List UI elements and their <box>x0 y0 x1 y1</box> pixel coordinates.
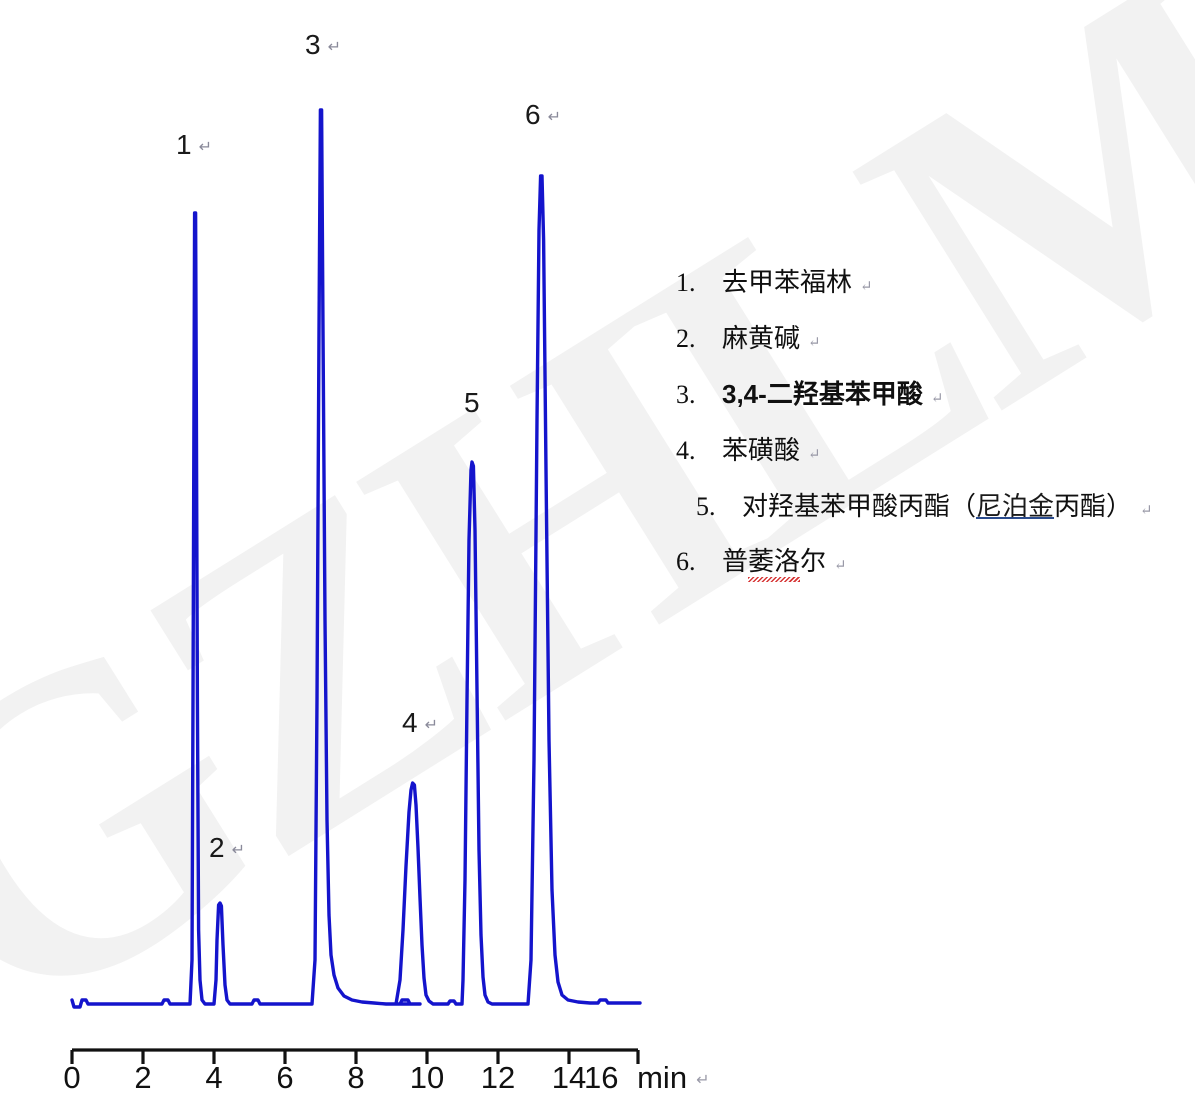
pilcrow-icon: ↵ <box>808 446 821 463</box>
x-tick-label-6: 6 <box>276 1060 294 1095</box>
legend-item-5-part-b[interactable]: 尼泊金 <box>976 491 1055 521</box>
peak-label-4: 4 ↵ <box>402 709 438 737</box>
legend-item-5-number: 5. <box>696 491 716 521</box>
pilcrow-icon: ↵ <box>327 39 341 56</box>
legend-item-2-number: 2. <box>676 323 696 353</box>
legend-item-4-label: 苯磺酸 <box>722 435 801 465</box>
x-tick-label-4: 4 <box>205 1060 223 1095</box>
legend-item-3-prefix: 3,4- <box>722 378 767 409</box>
x-tick-label-16: 16 <box>584 1060 619 1095</box>
legend-item-5: 5. 对羟基苯甲酸丙酯（尼泊金丙酯） ↵ <box>696 492 1176 522</box>
legend-item-3-name: 二羟基苯甲酸 <box>766 379 923 409</box>
x-axis-ticks <box>70 1050 640 1064</box>
pilcrow-icon: ↵ <box>808 334 821 351</box>
legend-item-6-label: 普萎洛尔 <box>722 547 827 583</box>
x-axis <box>70 1048 640 1064</box>
pilcrow-icon: ↵ <box>696 1072 710 1089</box>
chromatogram-plot: 1 ↵ 2 ↵ 3 ↵ 4 ↵ 5 6 ↵ 0 2 4 6 8 10 12 14 <box>63 31 642 1095</box>
peak-label-6-text: 6 <box>525 99 541 130</box>
pilcrow-icon: ↵ <box>930 390 944 407</box>
compound-legend: 1. 去甲苯福林 ↵ 2. 麻黄碱 ↵ 3. 3,4-二羟基苯甲酸 ↵ 4. 苯… <box>676 268 1176 603</box>
legend-item-5-part-a: 对羟基苯甲酸丙酯（ <box>742 491 977 521</box>
peak-label-2-text: 2 <box>209 832 225 863</box>
x-tick-label-2: 2 <box>134 1060 152 1095</box>
pilcrow-icon: ↵ <box>860 279 873 295</box>
x-tick-label-10: 10 <box>409 1060 445 1095</box>
legend-item-6-part-c: 尔 <box>800 547 827 577</box>
legend-item-1: 1. 去甲苯福林 ↵ <box>676 268 1176 298</box>
peak-label-5-text: 5 <box>464 387 480 418</box>
peak-label-3: 3 ↵ <box>305 31 341 59</box>
legend-item-6-number: 6. <box>676 547 696 577</box>
legend-item-6-part-a: 普 <box>722 547 749 577</box>
peak-label-1: 1 ↵ <box>176 131 212 159</box>
pilcrow-icon: ↵ <box>547 109 561 126</box>
pilcrow-icon: ↵ <box>198 139 212 156</box>
x-tick-label-14: 14 <box>551 1060 587 1095</box>
legend-item-3: 3. 3,4-二羟基苯甲酸 ↵ <box>676 378 1176 410</box>
legend-item-1-number: 1. <box>676 268 696 297</box>
peak-label-4-text: 4 <box>402 707 418 738</box>
legend-item-5-label: 对羟基苯甲酸丙酯（尼泊金丙酯） <box>742 492 1132 522</box>
chromatogram-trace <box>70 108 642 1009</box>
legend-item-2: 2. 麻黄碱 ↵ <box>676 324 1176 354</box>
x-axis-unit-label: min <box>637 1060 688 1095</box>
pilcrow-icon: ↵ <box>1140 502 1153 519</box>
peak-label-1-text: 1 <box>176 129 192 160</box>
legend-item-5-part-c: 丙酯） <box>1054 491 1133 521</box>
legend-item-4: 4. 苯磺酸 ↵ <box>676 436 1176 466</box>
pilcrow-icon: ↵ <box>834 558 847 575</box>
pilcrow-icon: ↵ <box>231 842 245 859</box>
legend-item-4-number: 4. <box>676 435 696 465</box>
peak-label-3-text: 3 <box>305 29 321 60</box>
spellcheck-underline: 萎洛 <box>748 547 801 583</box>
peak-label-2: 2 ↵ <box>209 834 245 862</box>
legend-item-3-number: 3. <box>676 379 696 409</box>
legend-item-2-label: 麻黄碱 <box>722 323 801 353</box>
x-tick-label-0: 0 <box>63 1060 81 1095</box>
x-tick-label-8: 8 <box>347 1060 365 1095</box>
chromatogram-canvas <box>70 108 642 1064</box>
x-axis-unit-group: 16 min ↵ <box>584 1062 709 1093</box>
legend-item-6: 6. 普萎洛尔 ↵ <box>676 547 1176 583</box>
peak-label-5: 5 <box>464 389 487 417</box>
x-tick-label-12: 12 <box>480 1060 516 1095</box>
legend-item-1-label: 去甲苯福林 <box>722 268 853 297</box>
legend-item-3-label: 3,4-二羟基苯甲酸 <box>722 378 923 410</box>
pilcrow-icon: ↵ <box>424 717 438 734</box>
peak-label-6: 6 ↵ <box>525 101 561 129</box>
